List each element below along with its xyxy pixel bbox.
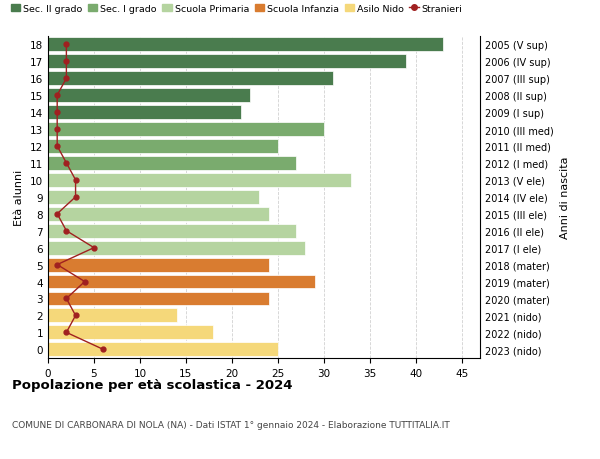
Bar: [48, 258, 269, 272]
Bar: [48, 241, 305, 255]
Bar: [48, 106, 241, 120]
Bar: [48, 89, 250, 103]
Bar: [48, 157, 296, 170]
Bar: [48, 342, 278, 357]
Bar: [48, 275, 314, 289]
Bar: [48, 292, 269, 306]
Bar: [48, 326, 214, 340]
Legend: Sec. II grado, Sec. I grado, Scuola Primaria, Scuola Infanzia, Asilo Nido, Stran: Sec. II grado, Sec. I grado, Scuola Prim…: [11, 5, 463, 14]
Bar: [48, 123, 324, 137]
Bar: [48, 224, 296, 238]
Bar: [48, 55, 406, 69]
Y-axis label: Età alunni: Età alunni: [14, 169, 25, 225]
Bar: [48, 38, 443, 52]
Bar: [48, 309, 176, 323]
Y-axis label: Anni di nascita: Anni di nascita: [560, 156, 570, 239]
Bar: [48, 207, 269, 221]
Bar: [48, 174, 352, 187]
Bar: [48, 190, 259, 204]
Text: COMUNE DI CARBONARA DI NOLA (NA) - Dati ISTAT 1° gennaio 2024 - Elaborazione TUT: COMUNE DI CARBONARA DI NOLA (NA) - Dati …: [12, 420, 450, 429]
Bar: [48, 72, 333, 86]
Bar: [48, 140, 278, 154]
Text: Popolazione per età scolastica - 2024: Popolazione per età scolastica - 2024: [12, 379, 293, 392]
